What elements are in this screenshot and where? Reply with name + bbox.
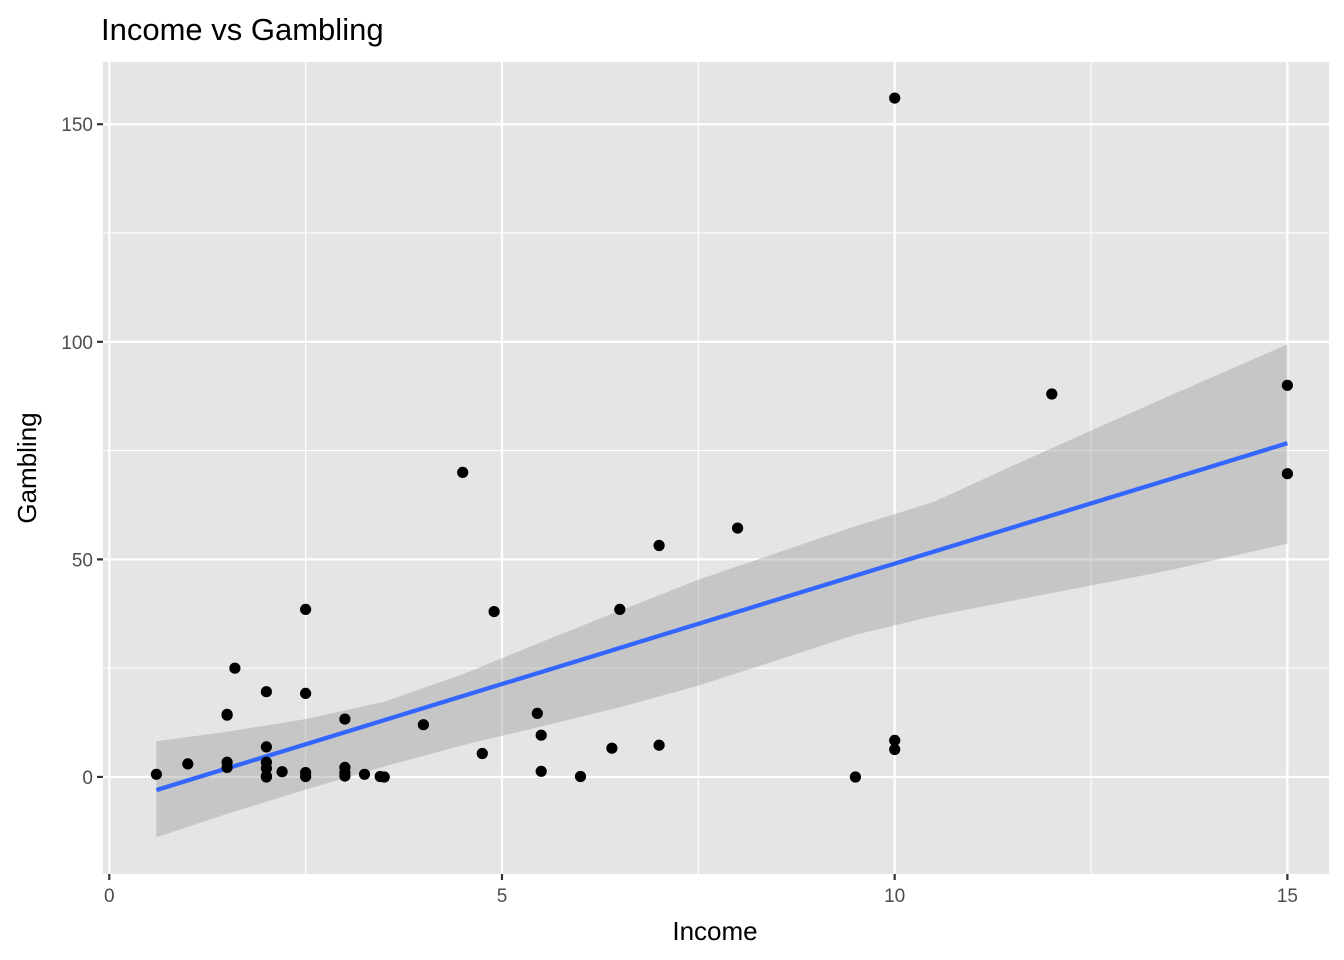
y-tick-label: 50 xyxy=(72,550,93,571)
data-point xyxy=(653,539,665,552)
data-point xyxy=(260,741,272,753)
data-point xyxy=(574,770,587,783)
data-point xyxy=(378,771,390,783)
x-axis-label: Income xyxy=(672,916,757,946)
minor-gridlines xyxy=(103,62,1329,874)
data-point xyxy=(889,92,901,104)
data-point xyxy=(339,770,351,782)
data-point xyxy=(221,709,233,721)
data-point xyxy=(849,771,862,783)
data-point xyxy=(531,707,543,720)
chart-title: Income vs Gambling xyxy=(101,12,384,47)
data-point xyxy=(276,766,288,778)
data-point xyxy=(260,686,272,698)
data-point xyxy=(614,603,626,616)
x-axis: 0 5 10 15 xyxy=(104,874,1298,907)
data-point xyxy=(535,729,547,741)
data-point xyxy=(229,662,241,674)
data-point xyxy=(732,522,744,534)
data-point xyxy=(457,466,469,478)
data-point xyxy=(358,768,371,780)
y-axis-label: Gambling xyxy=(12,412,42,523)
scatter-points xyxy=(150,92,1293,783)
y-tick-label: 150 xyxy=(61,115,93,136)
data-point xyxy=(889,734,901,747)
x-tick-label: 5 xyxy=(497,886,508,907)
data-point xyxy=(1281,379,1293,391)
data-point xyxy=(488,606,500,618)
y-tick-label: 100 xyxy=(61,333,93,354)
data-point xyxy=(417,719,429,731)
x-tick-label: 15 xyxy=(1277,886,1298,907)
confidence-band xyxy=(156,344,1288,838)
data-point xyxy=(535,765,547,777)
data-point xyxy=(339,713,351,725)
data-point xyxy=(221,761,233,774)
data-point xyxy=(260,771,272,783)
x-tick-label: 10 xyxy=(884,886,905,907)
x-tick-label: 0 xyxy=(104,886,115,907)
data-point xyxy=(1281,468,1293,480)
data-point xyxy=(150,768,162,780)
data-point xyxy=(1046,388,1058,400)
data-point xyxy=(182,758,194,770)
data-point xyxy=(653,739,665,751)
y-tick-label: 0 xyxy=(82,768,93,789)
data-point xyxy=(476,747,488,760)
data-point xyxy=(300,687,312,700)
plot-panel xyxy=(103,62,1329,874)
data-point xyxy=(606,742,618,754)
data-point xyxy=(300,770,312,783)
data-point xyxy=(260,762,272,774)
data-point xyxy=(889,743,901,756)
data-point xyxy=(300,603,312,616)
y-axis: 0 50 100 150 xyxy=(61,115,103,789)
trend-line xyxy=(155,441,1289,793)
